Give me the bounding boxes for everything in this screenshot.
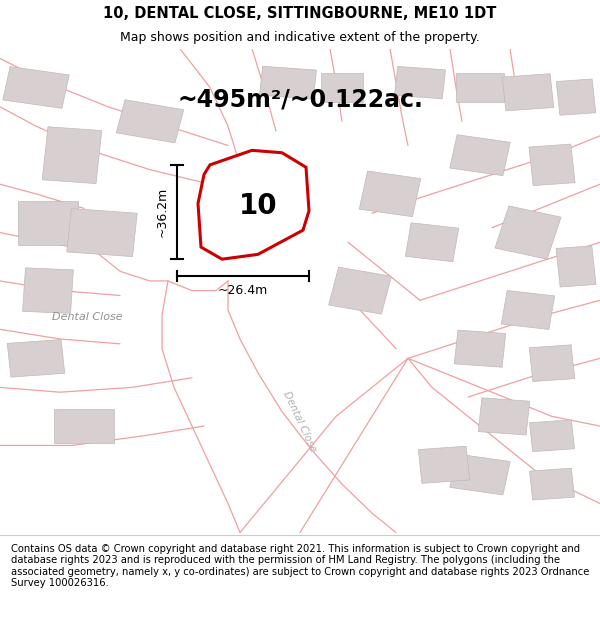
- Polygon shape: [529, 144, 575, 186]
- Polygon shape: [260, 66, 316, 99]
- Polygon shape: [418, 446, 470, 483]
- Polygon shape: [556, 79, 596, 115]
- Polygon shape: [502, 291, 554, 329]
- Polygon shape: [18, 201, 78, 244]
- Polygon shape: [454, 330, 506, 367]
- Polygon shape: [321, 73, 363, 102]
- Polygon shape: [116, 100, 184, 143]
- Polygon shape: [502, 74, 554, 111]
- Polygon shape: [495, 206, 561, 259]
- Polygon shape: [67, 209, 137, 257]
- Polygon shape: [450, 454, 510, 495]
- Text: Map shows position and indicative extent of the property.: Map shows position and indicative extent…: [120, 31, 480, 44]
- Polygon shape: [406, 222, 458, 262]
- Polygon shape: [54, 409, 114, 443]
- Text: 10, DENTAL CLOSE, SITTINGBOURNE, ME10 1DT: 10, DENTAL CLOSE, SITTINGBOURNE, ME10 1D…: [103, 6, 497, 21]
- Text: ~36.2m: ~36.2m: [155, 187, 169, 237]
- Text: Dental Close: Dental Close: [281, 389, 319, 453]
- Polygon shape: [359, 171, 421, 217]
- Polygon shape: [395, 66, 445, 99]
- Polygon shape: [7, 339, 65, 377]
- Polygon shape: [529, 345, 575, 381]
- Text: Dental Close: Dental Close: [52, 312, 122, 322]
- Text: Contains OS data © Crown copyright and database right 2021. This information is : Contains OS data © Crown copyright and d…: [11, 544, 589, 588]
- Text: ~26.4m: ~26.4m: [218, 284, 268, 297]
- Polygon shape: [456, 73, 504, 102]
- Polygon shape: [198, 151, 309, 259]
- Polygon shape: [530, 420, 574, 452]
- Polygon shape: [556, 246, 596, 287]
- Polygon shape: [478, 398, 530, 435]
- Polygon shape: [3, 67, 69, 108]
- Polygon shape: [530, 468, 574, 500]
- Polygon shape: [42, 127, 102, 184]
- Polygon shape: [450, 135, 510, 176]
- Polygon shape: [329, 267, 391, 314]
- Text: 10: 10: [239, 192, 277, 220]
- Polygon shape: [23, 268, 73, 313]
- Text: ~495m²/~0.122ac.: ~495m²/~0.122ac.: [177, 88, 423, 111]
